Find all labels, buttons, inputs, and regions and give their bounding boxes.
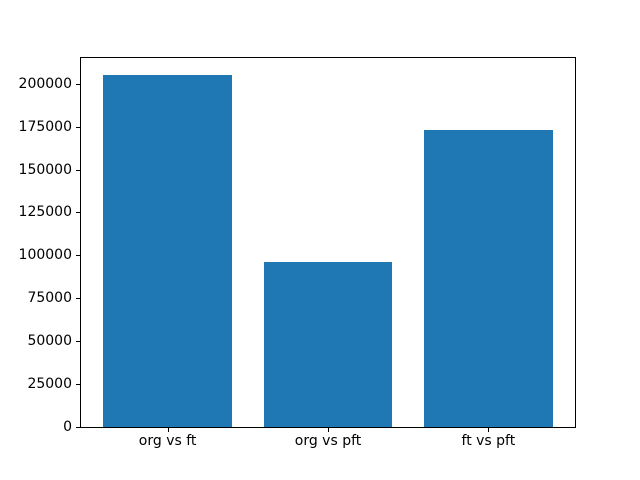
x-tick-label: ft vs pft <box>461 433 516 449</box>
y-tick-label: 25000 <box>27 376 72 393</box>
y-tick-label: 150000 <box>18 161 72 178</box>
y-tick-label: 125000 <box>18 204 72 221</box>
y-tick-label: 75000 <box>27 290 72 307</box>
y-tick-label: 200000 <box>18 75 72 92</box>
y-tick-mark <box>76 126 80 128</box>
x-tick-label: org vs ft <box>138 433 197 449</box>
y-tick-mark <box>76 384 80 386</box>
y-tick-mark <box>76 341 80 343</box>
plot-area <box>80 57 576 428</box>
y-tick-mark <box>76 212 80 214</box>
x-tick-mark <box>167 428 169 432</box>
y-tick-mark <box>76 427 80 428</box>
bar-ft-vs-pft <box>424 130 553 427</box>
y-tick-mark <box>76 169 80 171</box>
y-tick-mark <box>76 255 80 257</box>
y-tick-label: 100000 <box>18 247 72 264</box>
x-tick-mark <box>328 428 329 432</box>
bar-org-vs-pft <box>263 262 393 427</box>
y-tick-label: 50000 <box>27 333 72 350</box>
y-tick-label: 175000 <box>18 118 72 135</box>
y-tick-mark <box>76 298 80 300</box>
y-tick-label: 0 <box>63 419 72 435</box>
bar-org-vs-ft <box>103 75 232 427</box>
y-tick-mark <box>76 83 80 85</box>
x-tick-mark <box>488 428 490 432</box>
x-tick-label: org vs pft <box>294 433 362 449</box>
